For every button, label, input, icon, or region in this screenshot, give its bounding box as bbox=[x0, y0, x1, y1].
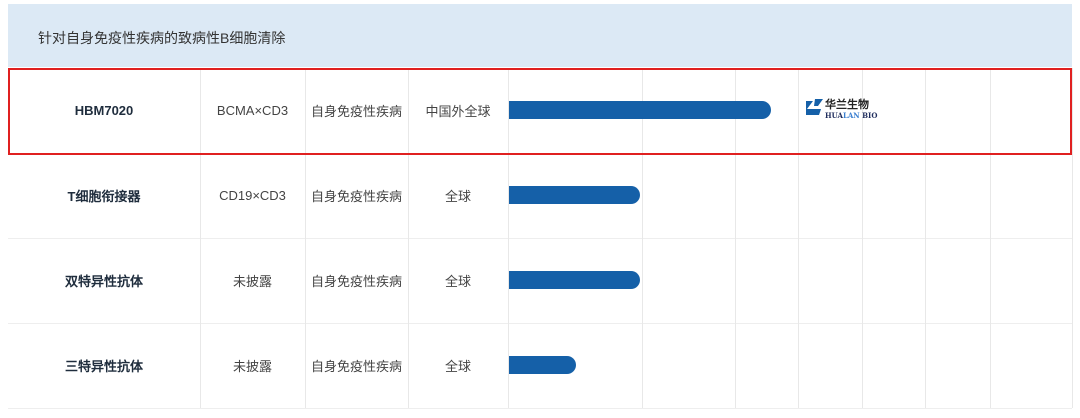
stage-cell bbox=[735, 68, 799, 153]
stage-cell bbox=[798, 153, 863, 238]
svg-text:HUALAN BIO: HUALAN BIO bbox=[825, 111, 877, 120]
stage-cell bbox=[862, 153, 926, 238]
stage-cell bbox=[925, 323, 991, 408]
stage-cell bbox=[508, 323, 643, 408]
stage-cell bbox=[862, 323, 926, 408]
cell-name: 双特异性抗体 bbox=[8, 238, 201, 323]
stage-cell bbox=[990, 323, 1073, 408]
cell-region: 全球 bbox=[408, 323, 509, 408]
svg-text:华兰生物: 华兰生物 bbox=[825, 97, 869, 111]
cell-indication: 自身免疫性疾病 bbox=[305, 68, 409, 153]
stage-cell bbox=[735, 238, 799, 323]
stage-cell bbox=[735, 323, 799, 408]
stage-cell bbox=[862, 238, 926, 323]
progress-bar bbox=[509, 186, 641, 204]
cell-name: 三特异性抗体 bbox=[8, 323, 201, 408]
table-row: HBM7020 BCMA×CD3 自身免疫性疾病 中国外全球 华兰生物 HUALAN BI… bbox=[8, 68, 1073, 154]
section-header: 针对自身免疫性疾病的致病性B细胞清除 bbox=[8, 4, 1072, 67]
stage-cell bbox=[990, 238, 1073, 323]
cell-target: CD19×CD3 bbox=[200, 153, 306, 238]
cell-target: 未披露 bbox=[200, 238, 306, 323]
cell-target: 未披露 bbox=[200, 323, 306, 408]
stage-cell bbox=[735, 153, 799, 238]
stage-cell bbox=[925, 153, 991, 238]
stage-cell bbox=[925, 68, 991, 153]
progress-bar bbox=[509, 101, 772, 119]
stage-cell bbox=[642, 323, 736, 408]
table-row: T细胞衔接器 CD19×CD3 自身免疫性疾病 全球 bbox=[8, 153, 1073, 239]
table-row: 双特异性抗体 未披露 自身免疫性疾病 全球 bbox=[8, 238, 1073, 324]
stage-cell bbox=[798, 68, 863, 153]
progress-bar bbox=[509, 356, 576, 374]
pipeline-table: 针对自身免疫性疾病的致病性B细胞清除 HBM7020 BCMA×CD3 自身免疫性疾… bbox=[8, 4, 1073, 414]
stage-cell bbox=[990, 153, 1073, 238]
stage-cell bbox=[862, 68, 926, 153]
cell-region: 全球 bbox=[408, 238, 509, 323]
cell-indication: 自身免疫性疾病 bbox=[305, 323, 409, 408]
cell-region: 全球 bbox=[408, 153, 509, 238]
cell-indication: 自身免疫性疾病 bbox=[305, 238, 409, 323]
stage-cell bbox=[508, 153, 643, 238]
stage-cell bbox=[990, 68, 1073, 153]
cell-name: T细胞衔接器 bbox=[8, 153, 201, 238]
table-row: 三特异性抗体 未披露 自身免疫性疾病 全球 bbox=[8, 323, 1073, 409]
section-title: 针对自身免疫性疾病的致病性B细胞清除 bbox=[38, 30, 286, 46]
stage-cell bbox=[925, 238, 991, 323]
stage-cell bbox=[642, 238, 736, 323]
cell-region: 中国外全球 bbox=[408, 68, 509, 153]
cell-indication: 自身免疫性疾病 bbox=[305, 153, 409, 238]
cell-name: HBM7020 bbox=[8, 68, 201, 153]
stage-cell bbox=[798, 323, 863, 408]
progress-bar bbox=[509, 271, 641, 289]
cell-target: BCMA×CD3 bbox=[200, 68, 306, 153]
stage-cell bbox=[508, 238, 643, 323]
stage-cell bbox=[642, 153, 736, 238]
highlight-box bbox=[8, 68, 1072, 155]
hualan-bio-logo: 华兰生物 HUALAN BIO bbox=[803, 95, 893, 128]
stage-cell bbox=[798, 238, 863, 323]
